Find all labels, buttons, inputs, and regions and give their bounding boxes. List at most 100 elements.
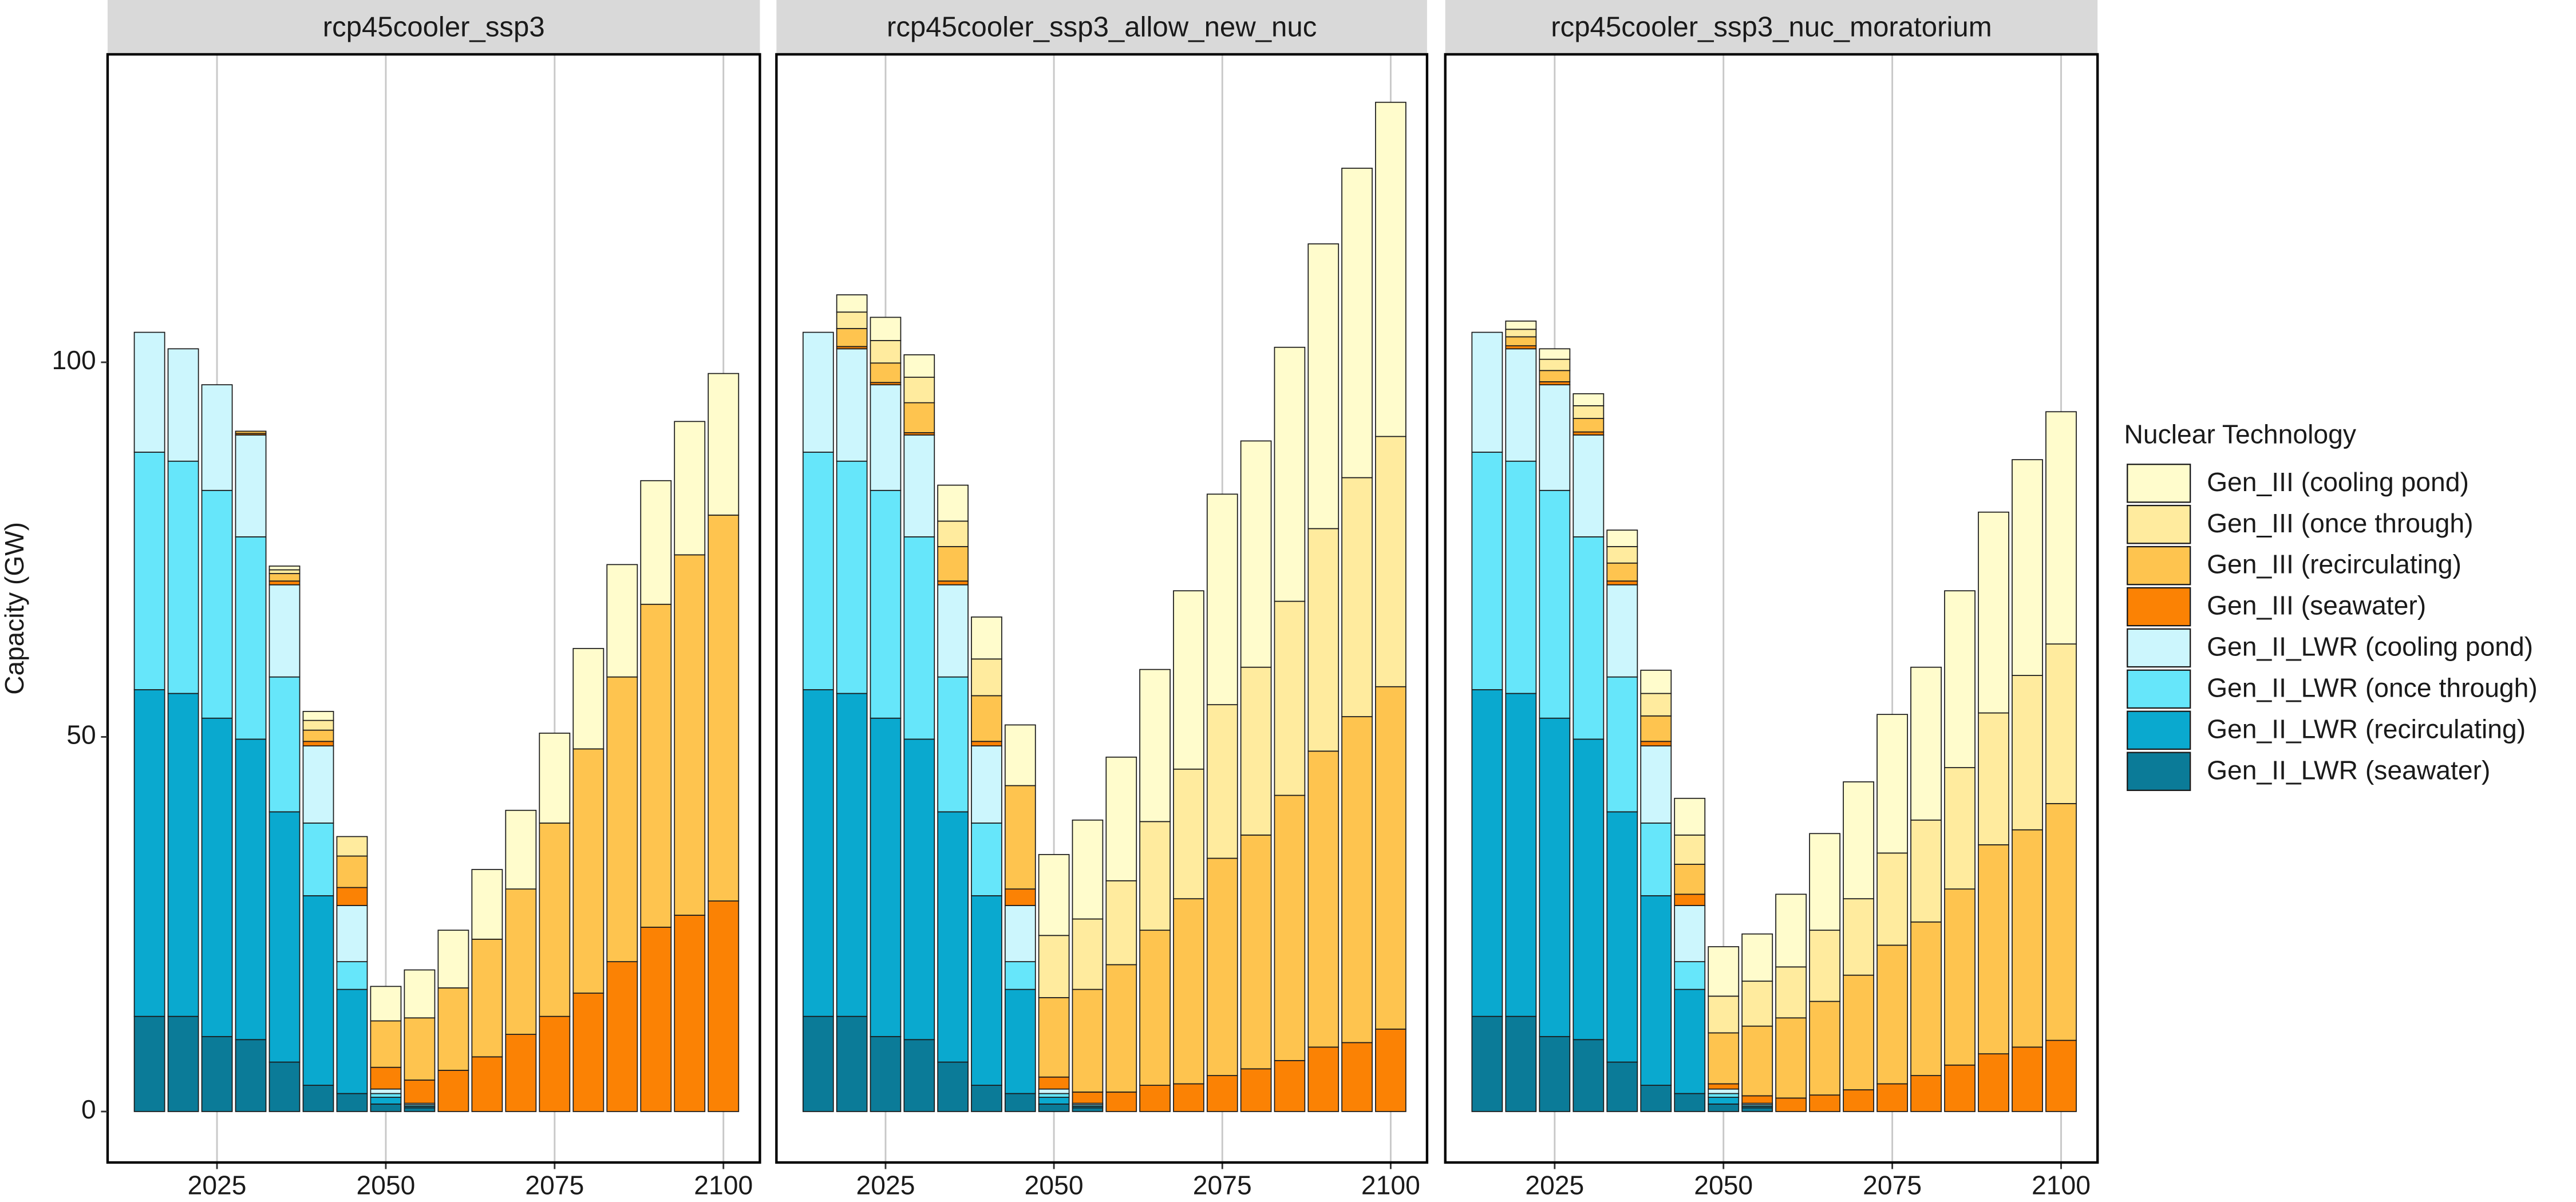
bar-segment — [1640, 741, 1672, 747]
bar-segment — [1809, 1094, 1841, 1112]
bar-segment — [1674, 864, 1706, 895]
legend-label: Gen_II_LWR (cooling pond) — [2207, 632, 2533, 662]
bar-segment — [1640, 715, 1672, 742]
bar-segment — [1978, 1053, 2009, 1112]
bar-segment — [1606, 546, 1638, 564]
bar-segment — [1606, 676, 1638, 813]
legend-swatch — [2127, 505, 2191, 544]
bar-segment — [903, 738, 935, 1041]
bar-segment — [1206, 493, 1238, 706]
bar-segment — [1910, 666, 1942, 821]
bar-segment — [505, 809, 537, 890]
bar-segment — [937, 1061, 969, 1112]
bar-segment — [1708, 1083, 1740, 1090]
bar-segment — [1274, 600, 1306, 796]
bar-segment — [1038, 1088, 1070, 1094]
bar-segment — [1573, 405, 1605, 419]
bar-segment — [903, 1039, 935, 1112]
bar-segment — [1606, 1061, 1638, 1112]
bar-segment — [1708, 1093, 1740, 1098]
bar-segment — [201, 489, 233, 719]
bar-segment — [937, 584, 969, 678]
legend-label: Gen_III (once through) — [2207, 508, 2473, 538]
bar-segment — [1375, 436, 1406, 687]
bar-segment — [674, 554, 706, 916]
bar-segment — [1539, 370, 1571, 382]
bar-segment — [370, 1066, 402, 1090]
bar-segment — [2045, 803, 2077, 1041]
bar-segment — [370, 1020, 402, 1068]
bar-segment — [937, 484, 969, 522]
bar-segment — [1505, 1015, 1537, 1112]
bar-segment — [235, 1039, 267, 1112]
x-tick-label: 2050 — [1694, 1170, 1753, 1200]
bar-segment — [370, 1093, 402, 1098]
bar-segment — [1375, 1029, 1406, 1112]
bar-segment — [404, 1017, 436, 1081]
bar-segment — [1105, 880, 1137, 966]
bar-segment — [1573, 434, 1605, 537]
bar-segment — [201, 717, 233, 1037]
bar-segment — [2045, 411, 2077, 645]
bar-segment — [1674, 1093, 1706, 1112]
bar-segment — [336, 836, 368, 857]
legend-label: Gen_III (seawater) — [2207, 591, 2426, 620]
bar-segment — [1004, 1093, 1036, 1112]
bar-segment — [1708, 995, 1740, 1034]
bar-segment — [971, 895, 1002, 1086]
bar-segment — [1139, 1085, 1171, 1112]
bar-segment — [971, 658, 1002, 697]
bar-segment — [606, 564, 638, 678]
bar-segment — [370, 1097, 402, 1105]
x-tick-label: 2100 — [2032, 1170, 2091, 1200]
bar-segment — [167, 693, 199, 1017]
bar-segment — [572, 993, 605, 1112]
bar-segment — [1539, 489, 1571, 719]
bar-segment — [1505, 348, 1537, 462]
bar-segment — [1978, 511, 2009, 714]
bar-segment — [302, 741, 334, 747]
bar-segment — [1341, 168, 1373, 479]
bar-segment — [903, 536, 935, 740]
bar-segment — [903, 434, 935, 537]
bar-segment — [1471, 452, 1503, 690]
bar-segment — [1944, 1064, 1976, 1112]
bar-segment — [836, 311, 868, 329]
bar-segment — [1341, 1042, 1373, 1112]
bar-segment — [802, 331, 834, 453]
bar-segment — [836, 294, 868, 313]
bar-segment — [1038, 1076, 1070, 1090]
legend-title: Nuclear Technology — [2124, 420, 2356, 449]
bar-segment — [1606, 811, 1638, 1063]
bar-segment — [836, 328, 868, 347]
bar-segment — [836, 1015, 868, 1112]
bar-segment — [1978, 712, 2009, 845]
bar-segment — [1105, 1092, 1137, 1112]
bar-segment — [1674, 835, 1706, 865]
panel-border — [106, 53, 761, 1164]
bar-segment — [1038, 854, 1070, 936]
bar-segment — [1708, 1032, 1740, 1085]
bar-segment — [937, 520, 969, 547]
bar-segment — [133, 1015, 165, 1112]
bar-segment — [1105, 756, 1137, 881]
bar-segment — [1640, 1085, 1672, 1112]
bar-segment — [336, 1093, 368, 1112]
bar-segment — [1606, 580, 1638, 586]
facet-title: rcp45cooler_ssp3 — [323, 11, 545, 42]
bar-segment — [336, 905, 368, 963]
strip-background — [107, 0, 760, 54]
bar-segment — [836, 460, 868, 694]
bar-segment — [1876, 944, 1909, 1085]
x-tick-label: 2075 — [1863, 1170, 1922, 1200]
bar-segment — [505, 888, 537, 1035]
y-tick-label: 0 — [81, 1094, 96, 1124]
x-tick-label: 2075 — [525, 1170, 584, 1200]
bar-segment — [870, 384, 902, 491]
bar-segment — [1741, 1107, 1773, 1112]
bar-segment — [133, 689, 165, 1017]
bar-segment — [1843, 1089, 1875, 1112]
bar-segment — [1741, 1095, 1773, 1104]
bar-segment — [1307, 528, 1340, 752]
